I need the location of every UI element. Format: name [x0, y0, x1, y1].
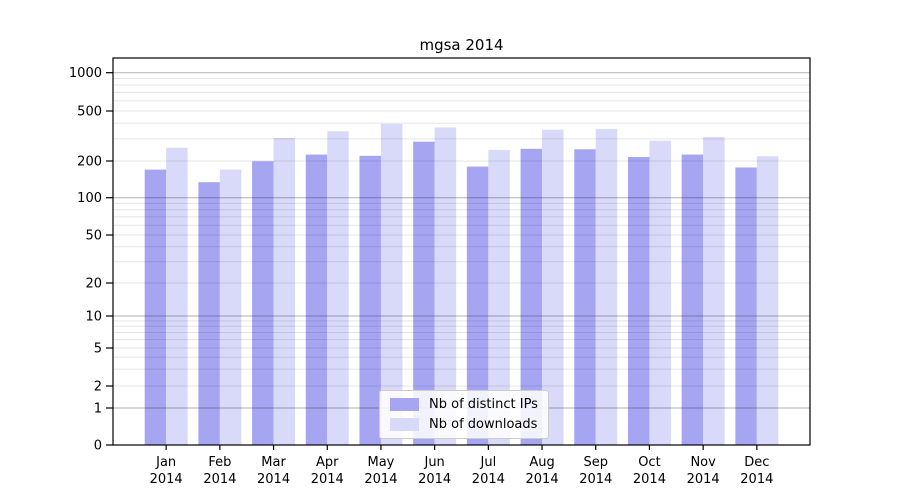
- x-tick-label-year-aug: 2014: [526, 472, 559, 487]
- bar-downloads-sep: [595, 128, 618, 445]
- y-tick-label-0: 0: [94, 439, 102, 454]
- bar-distinct-ips-sep: [574, 149, 596, 445]
- x-tick-label-mar: Mar: [261, 455, 286, 470]
- y-tick-label-1000: 1000: [69, 66, 102, 81]
- bar-downloads-may: [380, 123, 403, 446]
- bar-distinct-ips-nov: [681, 154, 704, 445]
- bar-downloads-feb: [219, 169, 242, 445]
- bar-distinct-ips-feb: [198, 182, 220, 445]
- x-tick-label-year-nov: 2014: [687, 472, 720, 487]
- x-tick-label-year-feb: 2014: [203, 472, 236, 487]
- x-tick-label-feb: Feb: [208, 455, 231, 470]
- x-tick-label-year-jul: 2014: [472, 472, 505, 487]
- bar-downloads-mar: [273, 137, 296, 445]
- bar-downloads-jan: [166, 147, 188, 446]
- y-tick-label-500: 500: [77, 105, 102, 120]
- bar-downloads-jun: [434, 127, 457, 446]
- x-tick-label-year-oct: 2014: [633, 472, 666, 487]
- legend: Nb of distinct IPs Nb of downloads: [379, 390, 549, 439]
- x-tick-label-nov: Nov: [690, 455, 716, 470]
- bar-downloads-apr: [327, 131, 349, 445]
- legend-label-downloads: Nb of downloads: [429, 417, 538, 432]
- x-tick-label-year-dec: 2014: [740, 472, 773, 487]
- bar-downloads-aug: [542, 129, 564, 445]
- x-tick-label-may: May: [368, 455, 395, 470]
- y-tick-label-200: 200: [77, 155, 102, 170]
- bar-distinct-ips-mar: [252, 161, 274, 445]
- x-tick-label-sep: Sep: [583, 455, 608, 470]
- bar-distinct-ips-jun: [413, 141, 435, 446]
- y-tick-label-20: 20: [85, 277, 102, 292]
- x-tick-label-year-may: 2014: [364, 472, 397, 487]
- x-tick-label-dec: Dec: [744, 455, 769, 470]
- x-tick-label-apr: Apr: [316, 455, 339, 470]
- bar-distinct-ips-aug: [520, 148, 543, 445]
- y-tick-label-2: 2: [94, 380, 102, 395]
- plot-border: [112, 57, 811, 446]
- legend-label-distinct-ips: Nb of distinct IPs: [429, 397, 538, 412]
- x-tick-label-year-mar: 2014: [257, 472, 290, 487]
- bar-distinct-ips-jan: [144, 169, 167, 445]
- bar-distinct-ips-oct: [627, 157, 650, 446]
- y-tick-label-10: 10: [85, 310, 102, 325]
- y-tick-label-5: 5: [94, 342, 102, 357]
- x-tick-label-aug: Aug: [529, 455, 554, 470]
- legend-item-downloads: Nb of downloads: [390, 417, 538, 432]
- bar-downloads-nov: [703, 137, 725, 445]
- x-tick-label-jul: Jul: [480, 455, 497, 470]
- legend-swatch-distinct-ips: [390, 398, 419, 411]
- bar-downloads-jul: [488, 149, 510, 445]
- x-tick-label-jan: Jan: [155, 455, 176, 470]
- x-tick-label-jun: Jun: [423, 455, 444, 470]
- bar-distinct-ips-may: [359, 155, 381, 446]
- y-tick-label-50: 50: [85, 229, 102, 244]
- chart-title: mgsa 2014: [419, 36, 504, 54]
- x-tick-label-year-apr: 2014: [311, 472, 344, 487]
- x-tick-label-year-sep: 2014: [579, 472, 612, 487]
- bar-distinct-ips-dec: [735, 167, 757, 445]
- y-tick-label-100: 100: [77, 191, 102, 206]
- y-tick-label-1: 1: [94, 402, 102, 417]
- bar-downloads-oct: [649, 140, 671, 445]
- legend-item-distinct-ips: Nb of distinct IPs: [390, 397, 538, 412]
- x-tick-label-oct: Oct: [638, 455, 660, 470]
- bar-downloads-dec: [756, 156, 779, 446]
- x-tick-label-year-jan: 2014: [150, 472, 183, 487]
- legend-swatch-downloads: [390, 418, 419, 431]
- bar-distinct-ips-jul: [466, 166, 489, 445]
- x-tick-label-year-jun: 2014: [418, 472, 451, 487]
- bar-distinct-ips-apr: [305, 154, 328, 445]
